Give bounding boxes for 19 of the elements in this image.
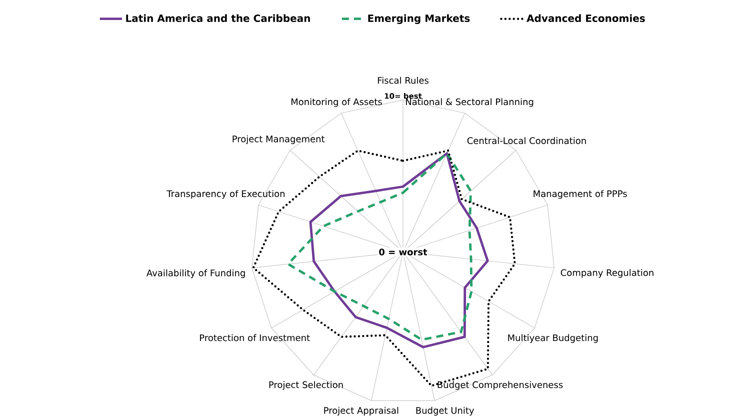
- y-tick-label: 0 = worst: [379, 248, 428, 256]
- spoke-label: Company Regulation: [560, 269, 654, 278]
- spoke-label: Transparency of Execution: [166, 190, 285, 199]
- spoke-label: National & Sectoral Planning: [406, 98, 534, 107]
- spoke-label: Project Appraisal: [324, 406, 398, 416]
- spoke-label: Project Selection: [269, 381, 343, 390]
- spoke-label: Monitoring of Assets: [291, 98, 382, 107]
- spoke-label: Management of PPPs: [534, 190, 627, 199]
- spoke-label: Budget Comprehensiveness: [438, 381, 563, 390]
- legend-label: Advanced Economies: [526, 14, 645, 22]
- legend-label: Latin America and the Caribbean: [126, 14, 310, 22]
- spoke-label: Protection of Investment: [200, 334, 310, 342]
- legend-label: Emerging Markets: [368, 14, 470, 24]
- spoke-label: Availability of Funding: [146, 269, 245, 278]
- spoke-label: Multiyear Budgeting: [508, 334, 598, 343]
- spoke-label: Project Management: [232, 135, 325, 144]
- spoke-label: Central-Local Coordination: [467, 137, 586, 144]
- spoke-label: Fiscal Rules: [378, 76, 428, 84]
- spoke-label: Budget Unity: [416, 406, 474, 416]
